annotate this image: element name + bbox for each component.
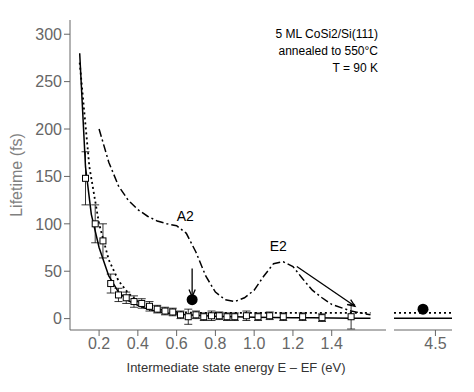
svg-text:A2: A2 (177, 208, 194, 224)
html-text:Intermediate state energy E –: Intermediate state energy E – EF (eV) (126, 360, 346, 375)
html-text:5 ML CoSi2/Si(111): 5 ML CoSi2/Si(111) (275, 27, 378, 41)
svg-text:4.5: 4.5 (424, 335, 446, 352)
svg-text:0: 0 (53, 310, 62, 327)
svg-text:300: 300 (35, 26, 62, 43)
svg-text:150: 150 (35, 168, 62, 185)
svg-text:100: 100 (35, 216, 62, 233)
svg-text:0.2: 0.2 (88, 335, 110, 352)
svg-text:E2: E2 (270, 238, 287, 254)
svg-text:0.4: 0.4 (127, 335, 149, 352)
svg-text:Lifetime (fs): Lifetime (fs) (8, 133, 25, 217)
html-text:T = 90 K: T = 90 K (332, 61, 378, 75)
svg-text:250: 250 (35, 73, 62, 90)
svg-text:1.2: 1.2 (282, 335, 304, 352)
svg-text:200: 200 (35, 121, 62, 138)
svg-text:0.6: 0.6 (166, 335, 188, 352)
html-text:annealed to 550°C: annealed to 550°C (278, 44, 378, 58)
svg-text:1.4: 1.4 (321, 335, 343, 352)
svg-text:1.0: 1.0 (243, 335, 265, 352)
svg-text:0.8: 0.8 (204, 335, 226, 352)
svg-text:50: 50 (44, 263, 62, 280)
